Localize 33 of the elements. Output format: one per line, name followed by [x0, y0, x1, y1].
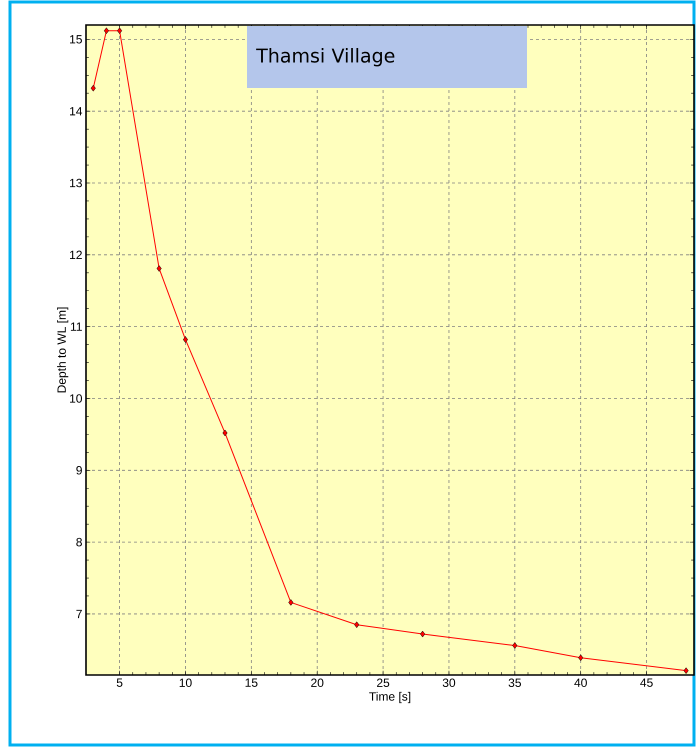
x-axis-title: Time [s]	[369, 692, 410, 704]
point	[182, 336, 188, 343]
y-tick-label: 15	[70, 35, 82, 44]
point	[684, 667, 689, 674]
y-tick-label: 8	[76, 538, 82, 546]
point	[117, 27, 122, 34]
x-tick-label: 15	[246, 678, 258, 687]
x-tick-label: 30	[442, 678, 456, 688]
y-tick-label: 12	[70, 250, 82, 260]
point	[156, 265, 162, 272]
x-tick-label: 25	[377, 678, 390, 688]
y-tick-label: 13	[70, 178, 82, 188]
point	[354, 621, 360, 628]
y-axis-title: Depth to WL [m]	[57, 308, 68, 392]
y-tick-label: 14	[70, 107, 82, 116]
y-tick-label: 11	[70, 322, 82, 331]
point	[288, 599, 294, 606]
text: Thamsi Village	[256, 48, 394, 66]
x-tick-label: 5	[116, 678, 122, 687]
point	[512, 642, 518, 649]
x-tick-label: 10	[180, 678, 192, 688]
point	[578, 654, 584, 662]
x-tick-label: 40	[574, 678, 587, 688]
x-tick-label: 35	[508, 678, 521, 688]
y-tick-label: 10	[70, 394, 82, 403]
y-tick-label: 9	[76, 466, 82, 475]
y-tick-label: 7	[76, 610, 82, 618]
x-tick-label: 45	[640, 678, 653, 687]
point	[104, 27, 109, 34]
point	[222, 430, 228, 436]
point	[420, 630, 426, 638]
point	[90, 84, 96, 92]
x-tick-label: 20	[311, 678, 324, 688]
